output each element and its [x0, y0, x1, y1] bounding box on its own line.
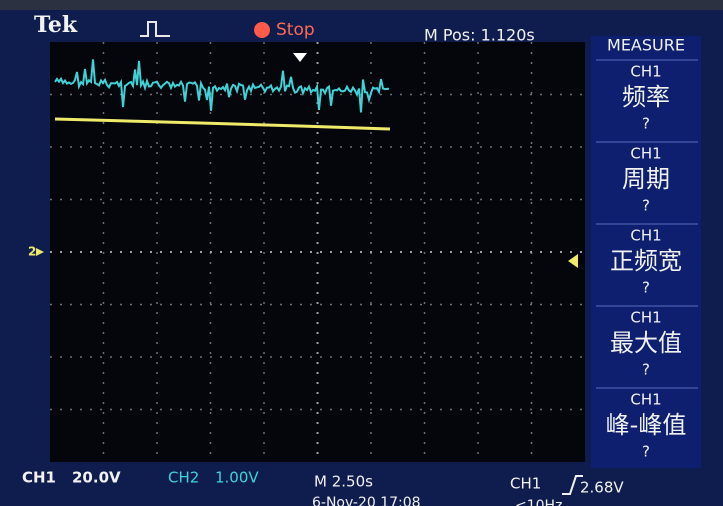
- measure-menu: [591, 36, 701, 468]
- channel-marker-arrow: [36, 248, 44, 256]
- menu-item-value: ?: [642, 361, 650, 379]
- channel-marker: 2: [28, 245, 36, 259]
- trigger-level: 2.68V: [580, 479, 624, 497]
- ch2-scale: 1.00V: [215, 469, 259, 487]
- ch2-label: CH2: [168, 469, 199, 487]
- graticule: [50, 42, 585, 462]
- menu-items: CH1 频率? CH1 周期? CH1 正频宽? CH1 最大值? CH1 峰-峰值?: [596, 59, 698, 461]
- trigger-source: CH1: [510, 475, 541, 493]
- menu-title: MEASURE: [607, 36, 685, 55]
- date-time: 6-Nov-20 17:08: [312, 495, 421, 506]
- bezel-top: [0, 0, 723, 10]
- menu-item-value: ?: [642, 197, 650, 215]
- menu-item-label: 最大值: [610, 329, 682, 357]
- timebase: M 2.50s: [314, 473, 373, 491]
- acquire-icon: [140, 21, 170, 37]
- ch1-label: CH1: [22, 469, 56, 487]
- menu-item-value: ?: [642, 279, 650, 297]
- stop-indicator: [254, 22, 270, 38]
- brand: Tek: [34, 12, 78, 38]
- trigger-slope-icon: [562, 475, 583, 495]
- trigger-frequency: <10Hz: [515, 498, 562, 506]
- menu-item-label: 正频宽: [610, 247, 682, 275]
- menu-item-value: ?: [642, 115, 650, 133]
- ch1-scale: 20.0V: [72, 469, 121, 487]
- menu-item-channel: CH1: [630, 227, 661, 245]
- horizontal-position: M Pos: 1.120s: [424, 26, 535, 45]
- ch1-trace: [54, 59, 390, 113]
- trigger-position-marker: [293, 53, 307, 62]
- menu-item-channel: CH1: [630, 309, 661, 327]
- menu-item-label: 频率: [622, 83, 670, 111]
- menu-item-channel: CH1: [630, 391, 661, 409]
- menu-item-label: 峰-峰值: [606, 411, 687, 439]
- trigger-level-marker: [568, 254, 578, 268]
- run-status: Stop: [276, 20, 315, 40]
- menu-item-channel: CH1: [630, 63, 661, 81]
- menu-item-channel: CH1: [630, 145, 661, 163]
- ch2-trace: [54, 117, 391, 131]
- menu-item-label: 周期: [622, 165, 670, 193]
- menu-item-value: ?: [642, 443, 650, 461]
